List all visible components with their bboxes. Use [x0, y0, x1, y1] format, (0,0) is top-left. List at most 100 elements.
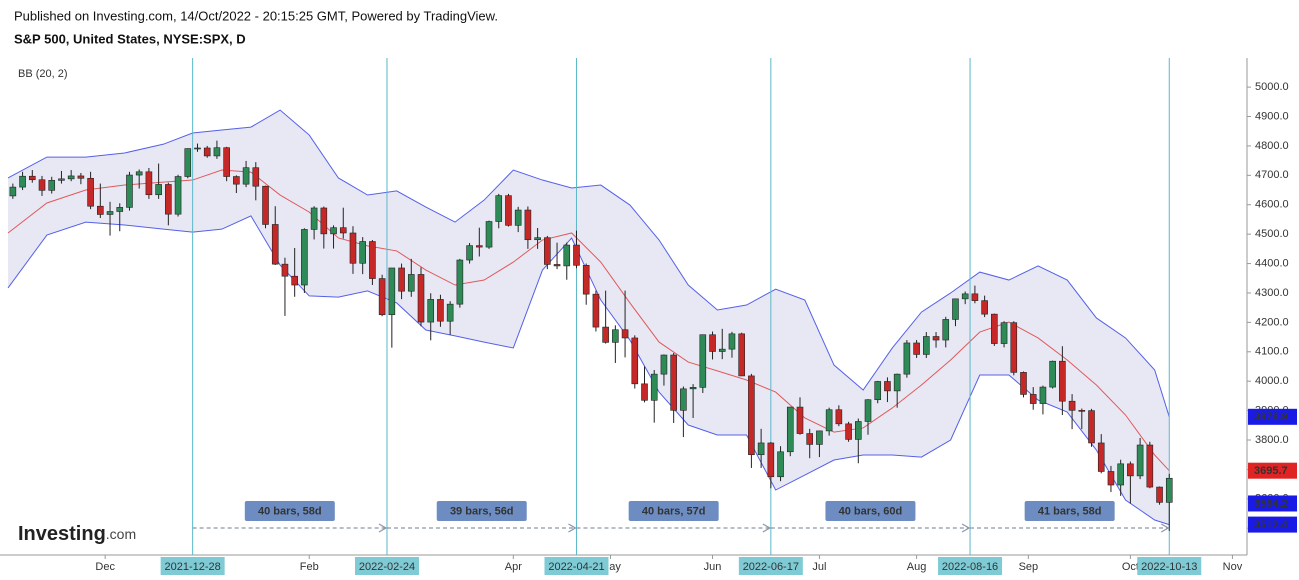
candle-body — [495, 195, 503, 222]
candle-body — [135, 171, 143, 176]
y-tick-label: 4900.0 — [1255, 110, 1289, 122]
published-note: Published on Investing.com, 14/Oct/2022 … — [14, 8, 498, 23]
candle-body — [19, 175, 26, 188]
candle-body — [87, 177, 94, 207]
candle-body — [165, 184, 172, 215]
candle-body — [874, 381, 882, 401]
candle-body — [612, 329, 619, 343]
price-label: 3584.2 — [1254, 498, 1288, 510]
candle-body — [816, 430, 823, 445]
measure-arrow — [961, 523, 971, 533]
candle-body — [301, 229, 308, 286]
candle-body — [923, 336, 930, 355]
plot-area — [7, 58, 1173, 555]
candle-body — [544, 237, 551, 265]
candle-body — [884, 381, 891, 392]
date-marker-box — [738, 557, 803, 575]
candle-body — [641, 383, 648, 401]
y-tick-label: 5000.0 — [1255, 81, 1289, 93]
price-label: 3695.7 — [1254, 465, 1288, 477]
candle-body — [1088, 410, 1095, 444]
candle-body — [505, 195, 512, 226]
candle-body — [388, 267, 396, 316]
date-marker-box — [160, 557, 225, 575]
candle-body — [427, 299, 435, 323]
measure-arrow — [378, 523, 388, 533]
candle-body — [835, 409, 843, 425]
measure-arrow — [762, 523, 772, 533]
indicator-label: BB (20, 2) — [18, 68, 68, 80]
candle-body — [194, 147, 201, 150]
candle-body — [825, 409, 833, 432]
candle-body — [757, 442, 765, 456]
y-tick-label: 4200.0 — [1255, 316, 1289, 328]
logo: Investing.com — [18, 523, 136, 545]
candle-body — [38, 179, 46, 191]
measure-label: 40 bars, 57d — [642, 505, 706, 517]
y-tick-label: 4400.0 — [1255, 257, 1289, 269]
x-tick-label: Feb — [300, 561, 319, 573]
candle-body — [582, 265, 590, 295]
date-marker-box — [354, 557, 419, 575]
candle-body — [748, 375, 755, 456]
candle-body — [728, 333, 736, 350]
x-tick-label: Nov — [1223, 561, 1243, 573]
candle-body — [893, 373, 901, 392]
band-upper-line — [7, 109, 1170, 417]
symbol-title: S&P 500, United States, NYSE:SPX, D — [14, 31, 246, 46]
price-label-box — [1248, 462, 1297, 479]
candle-body — [1000, 322, 1008, 344]
candle-body — [952, 298, 959, 320]
candle-body — [854, 421, 862, 440]
candle-body — [709, 334, 716, 352]
measure-label: 41 bars, 58d — [1038, 505, 1102, 517]
logo-name: Investing — [18, 523, 106, 545]
candle-body — [242, 167, 250, 185]
candle-body — [116, 207, 124, 212]
price-label: 3878.9 — [1254, 411, 1288, 423]
candle-body — [223, 147, 230, 177]
candle-body — [621, 329, 629, 339]
candle-body — [563, 244, 571, 267]
price-label-box — [1248, 408, 1297, 425]
y-tick-label: 4800.0 — [1255, 140, 1289, 152]
x-tick-label: Oct — [1122, 561, 1139, 573]
price-label: 3512.4 — [1254, 519, 1289, 531]
candle-body — [359, 241, 366, 264]
candle-body — [738, 333, 745, 377]
candle-body — [466, 245, 473, 261]
candle-body — [777, 451, 784, 478]
candle-body — [981, 300, 988, 315]
candle-body — [1107, 471, 1115, 486]
candle-body — [971, 293, 979, 301]
date-marker-label: 2022-10-13 — [1141, 561, 1197, 573]
measure-label-box — [1024, 501, 1115, 521]
date-marker-label: 2022-06-17 — [743, 561, 799, 573]
date-marker-label: 2022-08-16 — [942, 561, 998, 573]
measure-label-box — [628, 501, 719, 521]
candle-body — [864, 399, 872, 422]
candle-body — [271, 224, 279, 265]
candle-body — [97, 205, 104, 215]
candle-body — [174, 176, 182, 215]
candle-body — [398, 267, 405, 292]
date-marker-label: 2022-04-21 — [548, 561, 604, 573]
candle-body — [553, 264, 561, 267]
candle-body — [339, 227, 347, 234]
candle-body — [1136, 444, 1144, 477]
candle-body — [718, 348, 726, 352]
candle-body — [291, 275, 298, 286]
candle-body — [961, 293, 969, 300]
y-tick-label: 4000.0 — [1255, 375, 1289, 387]
candle-body — [1117, 463, 1124, 486]
candle-body — [330, 227, 337, 235]
candle-body — [913, 342, 920, 355]
logo-suffix: .com — [106, 526, 136, 542]
measure-label: 39 bars, 56d — [450, 505, 514, 517]
candle-body — [796, 406, 804, 434]
candle-body — [942, 319, 950, 341]
y-tick-label: 3800.0 — [1255, 434, 1289, 446]
candle-body — [417, 274, 425, 323]
candle-body — [378, 278, 386, 316]
